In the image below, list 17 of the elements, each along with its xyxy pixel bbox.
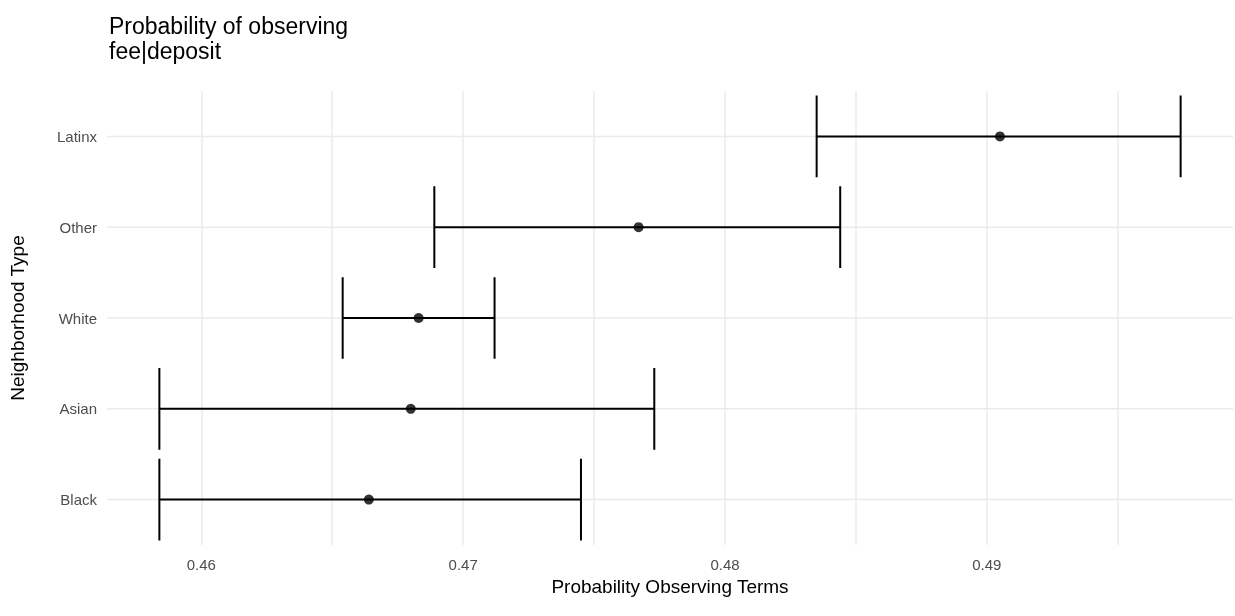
- x-tick-label: 0.47: [448, 556, 478, 573]
- chart-title: Probability of observing fee|deposit: [109, 12, 355, 64]
- x-tick-label: 0.48: [710, 556, 740, 573]
- y-axis-title: Neighborhood Type: [7, 235, 28, 401]
- y-tick-label: Black: [60, 491, 98, 509]
- point: [413, 313, 424, 323]
- point: [363, 494, 374, 505]
- y-tick-label: Asian: [59, 400, 97, 418]
- x-tick-label: 0.49: [972, 556, 1002, 573]
- x-axis-title: Probability Observing Terms: [551, 575, 789, 597]
- point: [405, 403, 416, 414]
- y-tick-label: White: [58, 309, 97, 327]
- x-tick-label: 0.46: [186, 556, 216, 573]
- point: [633, 222, 644, 233]
- y-tick-label: Other: [59, 218, 97, 236]
- y-tick-label: Latinx: [56, 127, 98, 145]
- point: [994, 131, 1005, 142]
